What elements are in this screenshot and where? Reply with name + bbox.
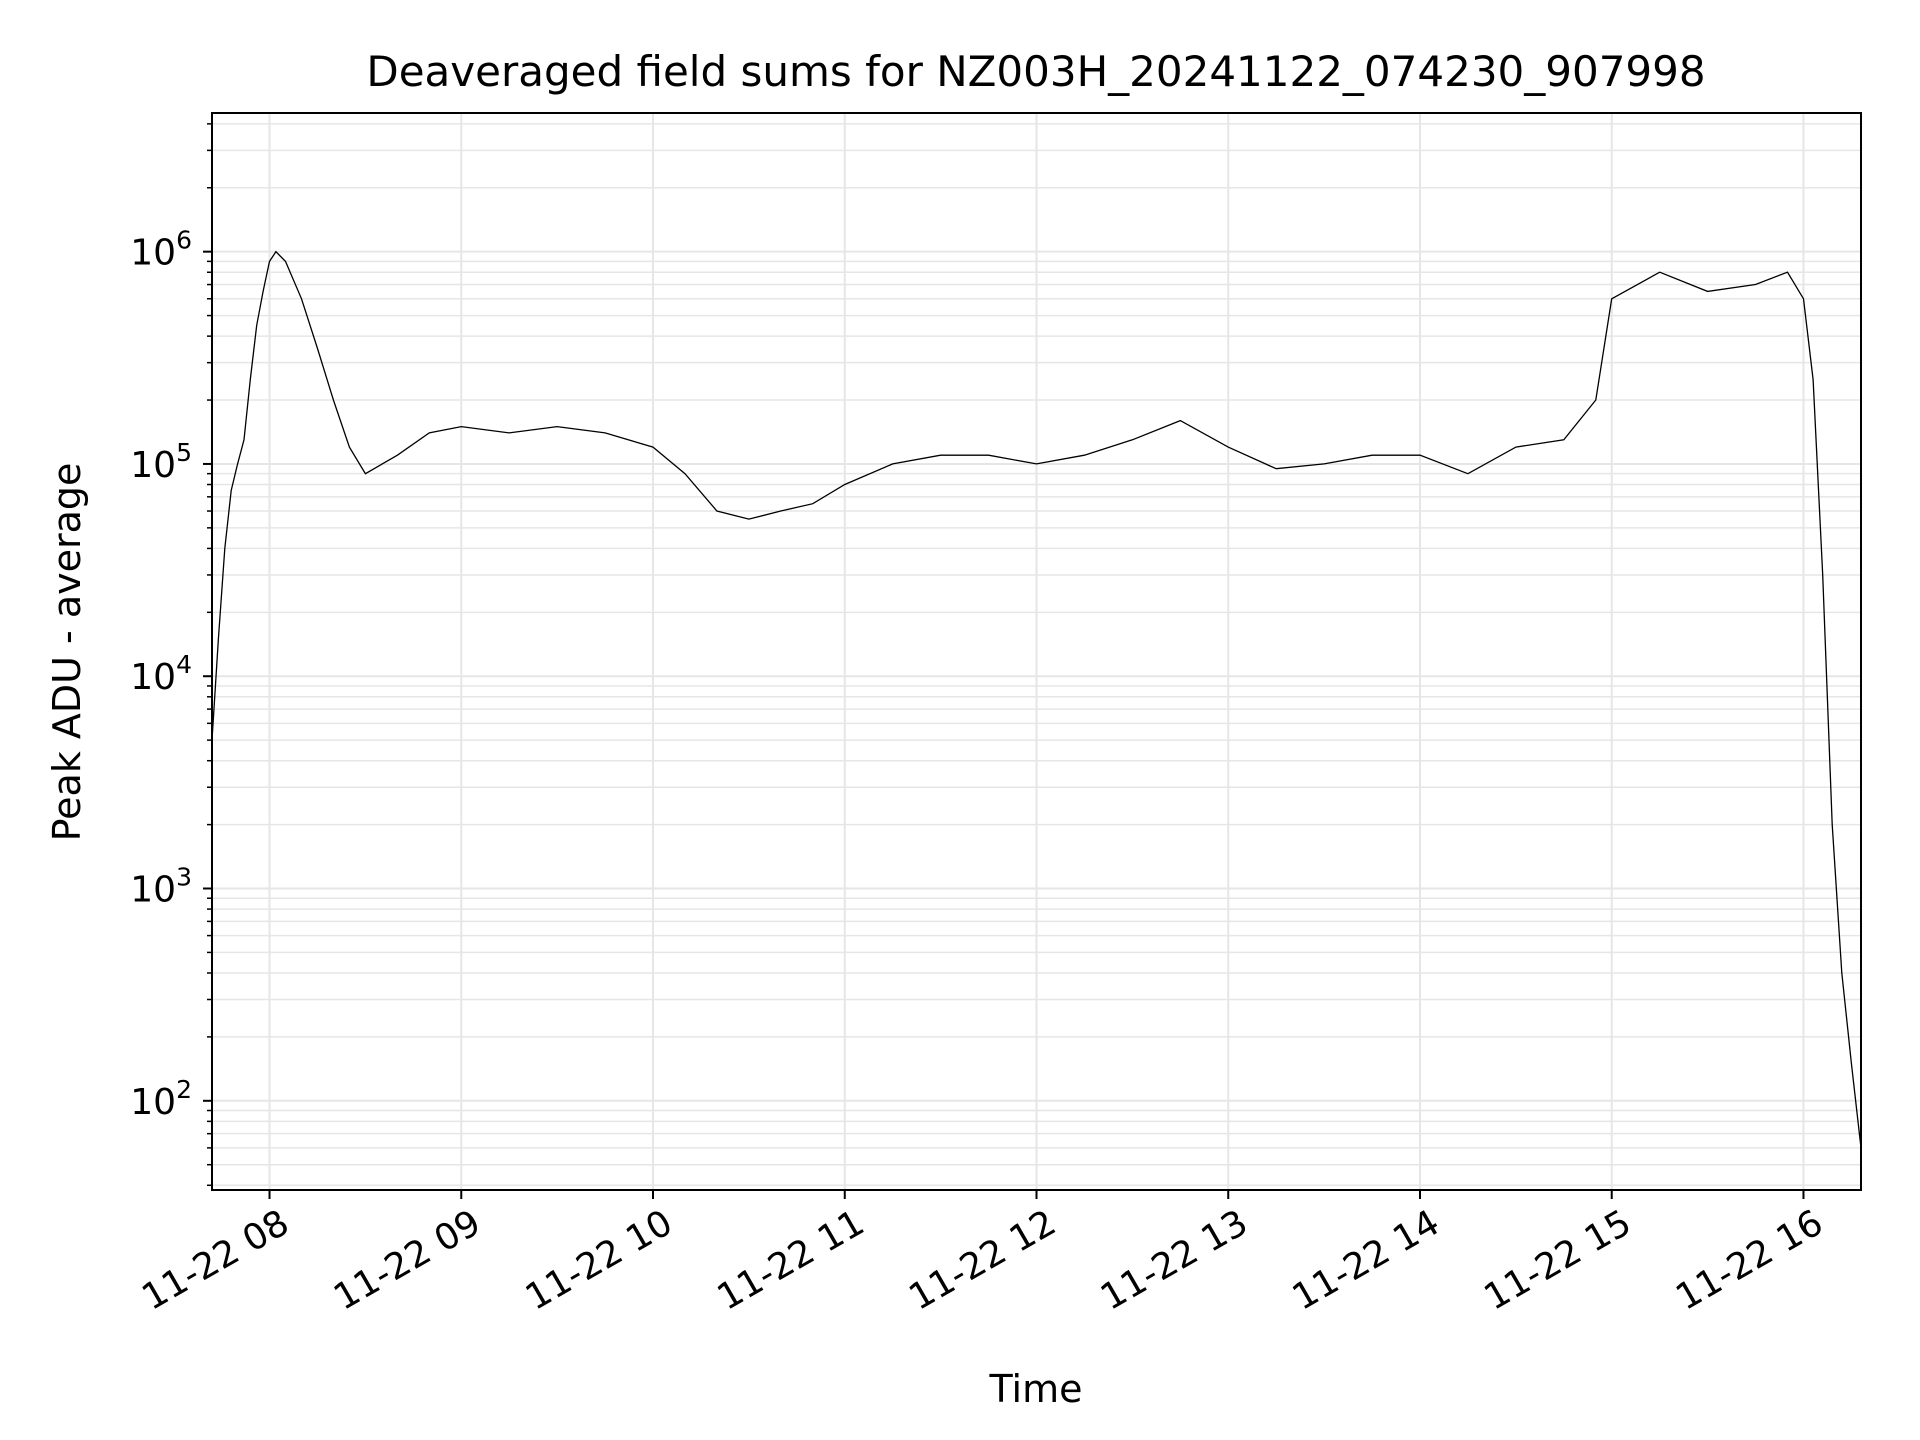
x-tick-label: 11-22 15	[1478, 1202, 1639, 1318]
y-tick-label: 103	[130, 863, 192, 911]
y-axis: 102 103 104 105 106	[130, 123, 212, 1187]
y-tick-label: 105	[130, 438, 192, 486]
x-tick-label: 11-22 11	[711, 1202, 872, 1318]
y-tick-label: 106	[130, 226, 192, 274]
y-tick-label: 102	[130, 1075, 192, 1123]
grid	[212, 113, 1861, 1190]
x-tick-label: 11-22 14	[1286, 1202, 1447, 1318]
x-tick-label: 11-22 13	[1094, 1202, 1255, 1318]
x-tick-label: 11-22 08	[135, 1202, 296, 1318]
x-axis-label: Time	[989, 1367, 1083, 1411]
y-tick-label: 104	[130, 650, 192, 698]
chart-title: Deaveraged field sums for NZ003H_2024112…	[366, 47, 1705, 96]
series-line-0	[212, 250, 1861, 1148]
x-tick-label: 11-22 16	[1669, 1202, 1830, 1318]
x-axis: 11-22 08 11-22 09 11-22 10 11-22 11 11-22 12…	[135, 1190, 1830, 1319]
y-axis-label: Peak ADU - average	[45, 463, 89, 842]
x-tick-label: 11-22 12	[902, 1202, 1063, 1318]
x-tick-label: 11-22 09	[327, 1202, 488, 1318]
x-tick-label: 11-22 10	[519, 1202, 680, 1318]
